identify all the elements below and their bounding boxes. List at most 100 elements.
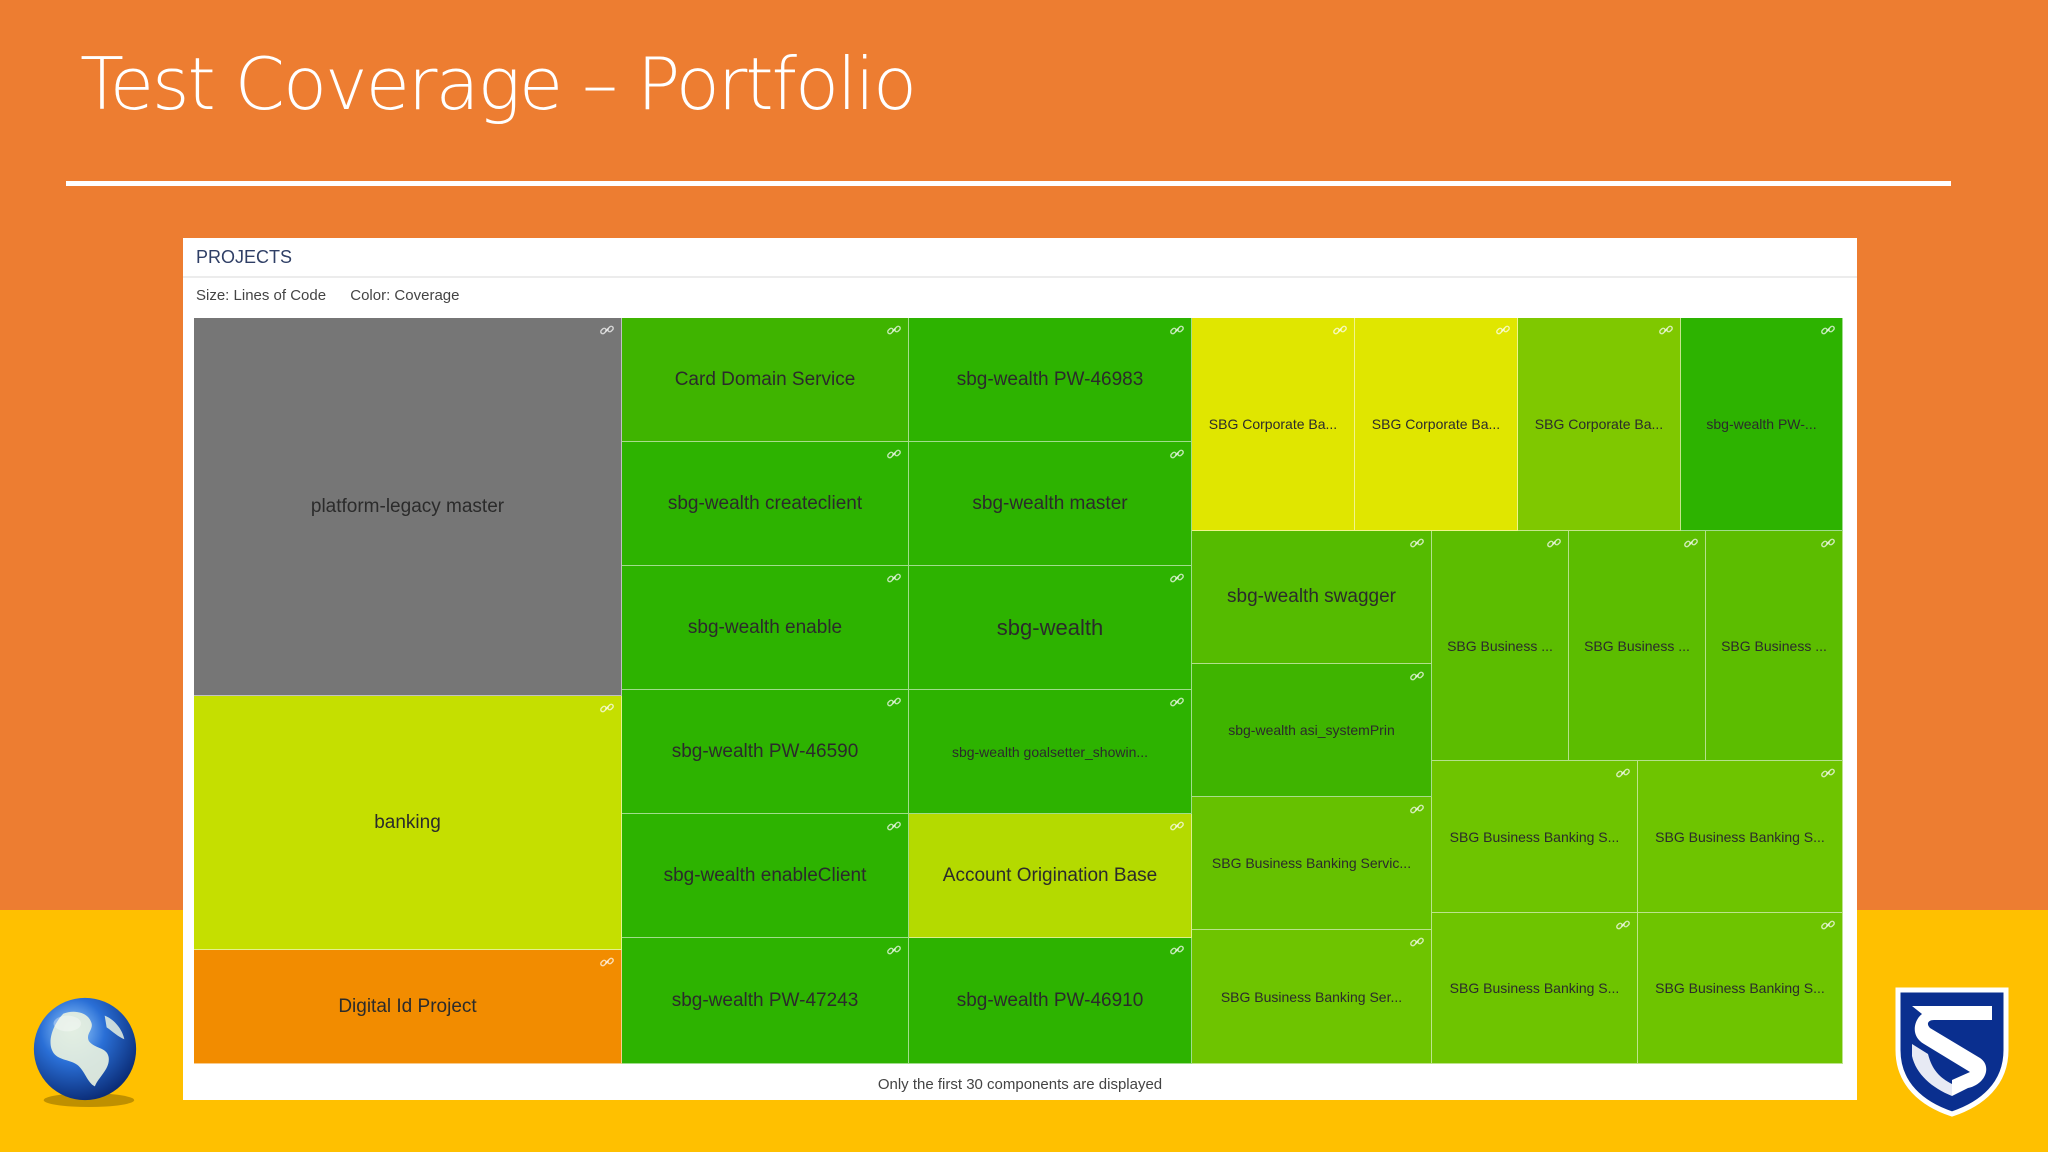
tile-label: sbg-wealth enableClient <box>663 864 867 886</box>
link-icon[interactable] <box>886 818 902 834</box>
tile-label: SBG Business ... <box>1447 637 1553 654</box>
link-icon[interactable] <box>1820 535 1836 551</box>
link-icon[interactable] <box>1683 535 1699 551</box>
tile-label: Digital Id Project <box>338 995 477 1017</box>
projects-panel: PROJECTS Size: Lines of Code Color: Cove… <box>183 238 1857 1100</box>
tile-label: SBG Business Banking Ser... <box>1220 988 1403 1005</box>
tile-label: SBG Business ... <box>1584 637 1690 654</box>
treemap-tile[interactable]: sbg-wealth PW-46983 <box>909 318 1192 442</box>
treemap-tile[interactable]: sbg-wealth <box>909 566 1192 690</box>
tile-label: platform-legacy master <box>310 495 505 517</box>
treemap-tile[interactable]: sbg-wealth goalsetter_showin... <box>909 690 1192 814</box>
tile-label: sbg-wealth enable <box>687 616 843 638</box>
tile-label: sbg-wealth PW-46910 <box>956 989 1144 1011</box>
treemap-tile[interactable]: SBG Corporate Ba... <box>1192 318 1355 531</box>
link-icon[interactable] <box>1169 322 1185 338</box>
tile-label: sbg-wealth goalsetter_showin... <box>951 743 1149 760</box>
tile-label: SBG Business Banking Servic... <box>1211 855 1412 871</box>
tile-label: Account Origination Base <box>942 864 1158 886</box>
tile-label: sbg-wealth <box>996 614 1104 640</box>
link-icon[interactable] <box>1546 535 1562 551</box>
legend-color: Color: Coverage <box>350 287 460 304</box>
treemap-legend: Size: Lines of Code Color: Coverage <box>196 287 479 304</box>
link-icon[interactable] <box>599 322 615 338</box>
treemap-tile[interactable]: SBG Business ... <box>1569 531 1706 761</box>
treemap-tile[interactable]: SBG Business ... <box>1706 531 1843 761</box>
treemap-tile[interactable]: sbg-wealth enableClient <box>622 814 909 938</box>
coverage-treemap: platform-legacy master banking Digital Id … <box>194 318 1843 1064</box>
treemap-tile[interactable]: sbg-wealth PW-46590 <box>622 690 909 814</box>
tile-label: sbg-wealth PW-... <box>1706 416 1817 432</box>
link-icon[interactable] <box>886 942 902 958</box>
tile-label: SBG Business Banking S... <box>1449 828 1620 845</box>
link-icon[interactable] <box>1820 765 1836 781</box>
link-icon[interactable] <box>1615 917 1631 933</box>
treemap-tile[interactable]: sbg-wealth PW-... <box>1681 318 1843 531</box>
tile-label: sbg-wealth PW-47243 <box>671 989 859 1011</box>
link-icon[interactable] <box>886 570 902 586</box>
treemap-tile[interactable]: SBG Business Banking S... <box>1432 913 1638 1064</box>
tile-label: sbg-wealth PW-46590 <box>671 740 859 762</box>
link-icon[interactable] <box>1495 322 1511 338</box>
link-icon[interactable] <box>1169 942 1185 958</box>
tile-label: sbg-wealth swagger <box>1227 586 1396 607</box>
treemap-tile[interactable]: SBG Business Banking Servic... <box>1192 797 1432 930</box>
link-icon[interactable] <box>1820 322 1836 338</box>
globe-icon <box>26 992 144 1110</box>
treemap-tile[interactable]: banking <box>194 696 622 950</box>
treemap-tile[interactable]: Digital Id Project <box>194 950 622 1064</box>
footnote: Only the first 30 components are display… <box>877 1076 1163 1093</box>
link-icon[interactable] <box>886 694 902 710</box>
link-icon[interactable] <box>886 322 902 338</box>
tile-label: sbg-wealth master <box>972 492 1128 514</box>
link-icon[interactable] <box>599 954 615 970</box>
treemap-tile[interactable]: sbg-wealth master <box>909 442 1192 566</box>
treemap-tile[interactable]: platform-legacy master <box>194 318 622 696</box>
link-icon[interactable] <box>1169 694 1185 710</box>
link-icon[interactable] <box>1332 322 1348 338</box>
tile-label: SBG Business ... <box>1721 637 1827 654</box>
treemap-tile[interactable]: sbg-wealth swagger <box>1192 531 1432 664</box>
tile-label: sbg-wealth PW-46983 <box>956 368 1144 390</box>
treemap-tile[interactable]: sbg-wealth createclient <box>622 442 909 566</box>
link-icon[interactable] <box>1409 801 1425 817</box>
link-icon[interactable] <box>1658 322 1674 338</box>
treemap-tile[interactable]: sbg-wealth PW-46910 <box>909 938 1192 1064</box>
treemap-tile[interactable]: sbg-wealth asi_systemPrin <box>1192 664 1432 797</box>
link-icon[interactable] <box>1820 917 1836 933</box>
tile-label: sbg-wealth asi_systemPrin <box>1228 722 1395 738</box>
treemap-tile[interactable]: SBG Corporate Ba... <box>1518 318 1681 531</box>
tile-label: SBG Corporate Ba... <box>1208 416 1338 432</box>
treemap-tile[interactable]: Account Origination Base <box>909 814 1192 938</box>
link-icon[interactable] <box>1409 668 1425 684</box>
panel-header: PROJECTS <box>196 247 293 267</box>
treemap-tile[interactable]: SBG Business Banking S... <box>1638 761 1843 913</box>
standard-bank-logo-icon <box>1888 980 2016 1118</box>
treemap-tile[interactable]: sbg-wealth PW-47243 <box>622 938 909 1064</box>
link-icon[interactable] <box>1169 818 1185 834</box>
tile-label: Card Domain Service <box>674 368 856 390</box>
tile-label: SBG Business Banking S... <box>1655 980 1825 996</box>
link-icon[interactable] <box>599 700 615 716</box>
link-icon[interactable] <box>1615 765 1631 781</box>
treemap-tile[interactable]: Card Domain Service <box>622 318 909 442</box>
link-icon[interactable] <box>1409 934 1425 950</box>
panel-divider <box>183 276 1857 278</box>
treemap-tile[interactable]: SBG Business Banking S... <box>1432 761 1638 913</box>
slide-title: Test Coverage – Portfolio <box>80 42 917 126</box>
tile-label: SBG Corporate Ba... <box>1371 416 1501 432</box>
tile-label: sbg-wealth createclient <box>667 492 863 514</box>
treemap-tile[interactable]: SBG Business ... <box>1432 531 1569 761</box>
treemap-tile[interactable]: SBG Corporate Ba... <box>1355 318 1518 531</box>
tile-label: SBG Corporate Ba... <box>1534 416 1664 432</box>
tile-label: banking <box>374 811 441 833</box>
link-icon[interactable] <box>1409 535 1425 551</box>
link-icon[interactable] <box>1169 446 1185 462</box>
title-divider <box>66 181 1951 186</box>
treemap-tile[interactable]: SBG Business Banking Ser... <box>1192 930 1432 1064</box>
treemap-tile[interactable]: sbg-wealth enable <box>622 566 909 690</box>
link-icon[interactable] <box>1169 570 1185 586</box>
treemap-tile[interactable]: SBG Business Banking S... <box>1638 913 1843 1064</box>
tile-label: SBG Business Banking S... <box>1449 980 1620 996</box>
link-icon[interactable] <box>886 446 902 462</box>
